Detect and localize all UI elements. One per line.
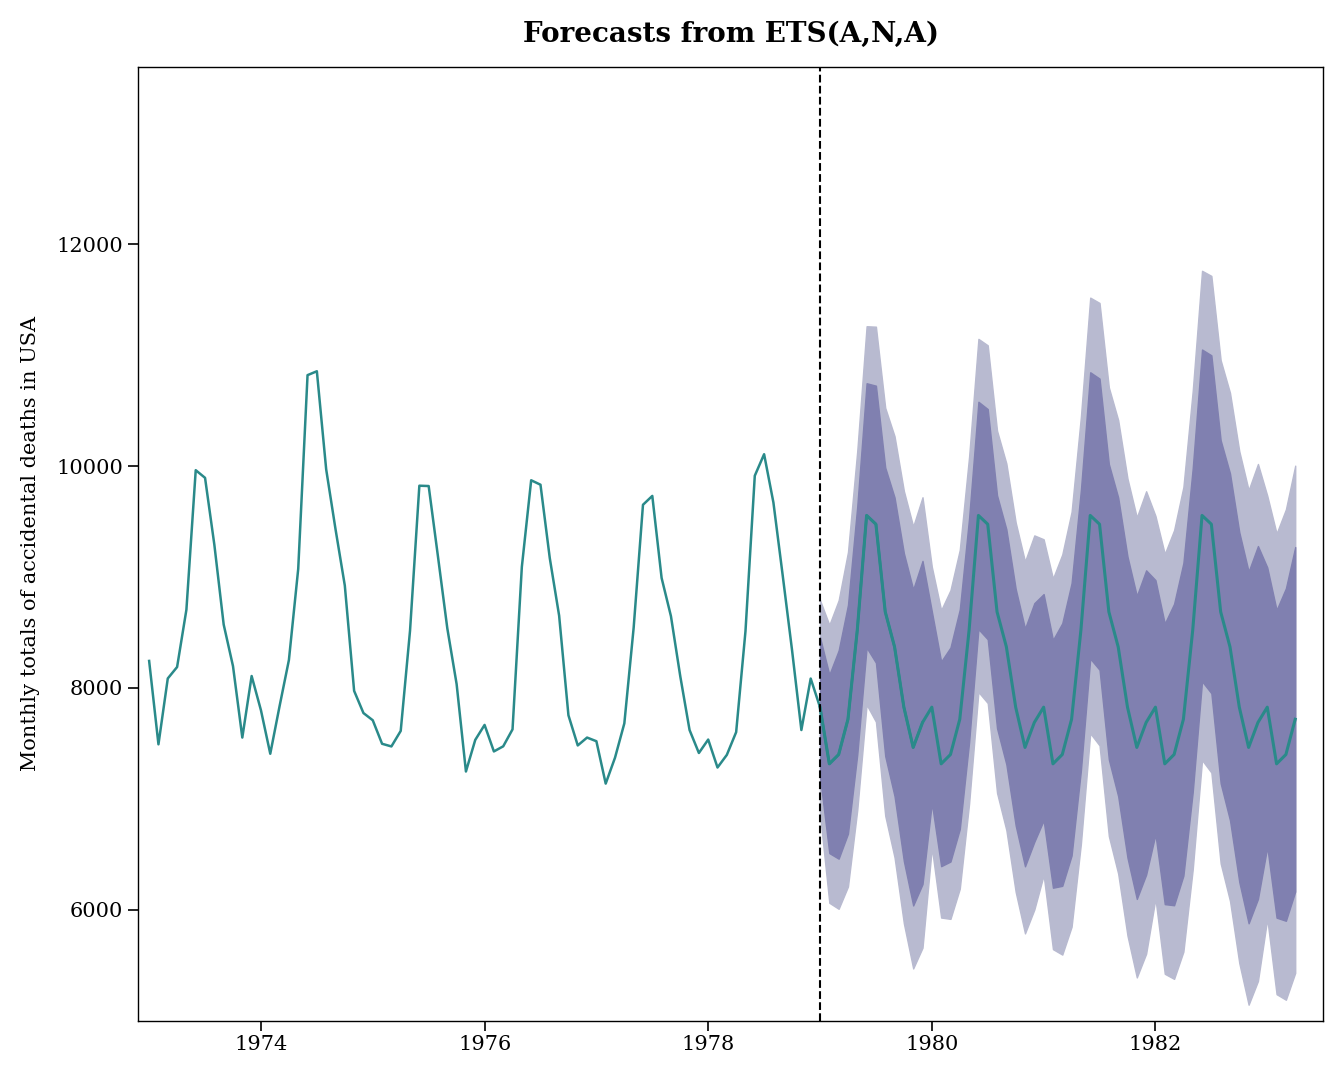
- Title: Forecasts from ETS(A,N,A): Forecasts from ETS(A,N,A): [523, 20, 938, 47]
- Y-axis label: Monthly totals of accidental deaths in USA: Monthly totals of accidental deaths in U…: [22, 316, 40, 771]
